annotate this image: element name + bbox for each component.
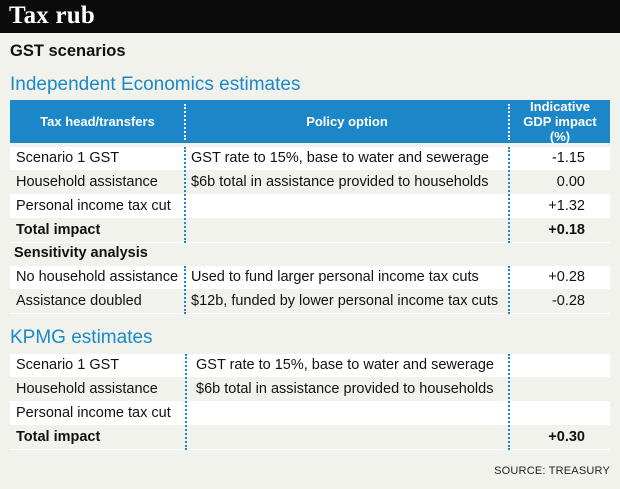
- ie-section-heading: Independent Economics estimates: [10, 74, 301, 95]
- subtitle: GST scenarios: [10, 42, 126, 60]
- row-impact: [515, 354, 585, 377]
- table-row: Household assistance $6b total in assist…: [10, 171, 610, 195]
- row-head: Household assistance: [16, 174, 158, 190]
- page-title: Tax rub: [9, 2, 95, 29]
- title-bar: Tax rub: [0, 0, 620, 33]
- row-policy: $6b total in assistance provided to hous…: [196, 381, 494, 397]
- header-gdp-impact: Indicative GDP impact (%): [523, 99, 597, 144]
- row-policy: GST rate to 15%, base to water and sewer…: [191, 150, 489, 166]
- header-divider: [184, 104, 186, 140]
- table-row: Household assistance $6b total in assist…: [10, 378, 610, 402]
- table-row: Scenario 1 GST GST rate to 15%, base to …: [10, 147, 610, 171]
- row-head: Scenario 1 GST: [16, 150, 120, 166]
- table-row-total: Total impact +0.30: [10, 426, 610, 450]
- table-row: No household assistance Used to fund lar…: [10, 266, 610, 290]
- row-impact: +0.28: [548, 269, 585, 285]
- row-policy: $12b, funded by lower personal income ta…: [191, 293, 499, 309]
- sensitivity-label: Sensitivity analysis: [14, 245, 148, 261]
- table-row-total: Total impact +0.18: [10, 219, 610, 243]
- row-head: Household assistance: [16, 381, 158, 397]
- row-head: Personal income tax cut: [16, 405, 171, 421]
- table-row: Personal income tax cut +1.32: [10, 195, 610, 219]
- row-impact: [515, 378, 585, 401]
- header-divider: [508, 104, 510, 140]
- row-impact: +1.32: [548, 198, 585, 214]
- source-note: SOURCE: TREASURY: [494, 465, 610, 477]
- column-divider: [508, 266, 510, 314]
- row-impact: [515, 402, 585, 425]
- row-impact: +0.30: [548, 429, 585, 445]
- row-impact: +0.18: [548, 222, 585, 238]
- column-divider: [508, 354, 510, 450]
- row-head: Total impact: [16, 222, 101, 238]
- row-policy: $6b total in assistance provided to hous…: [191, 174, 489, 190]
- row-head: Scenario 1 GST: [16, 357, 120, 373]
- kpmg-section-heading: KPMG estimates: [10, 327, 153, 348]
- header-tax-head: Tax head/transfers: [40, 114, 155, 129]
- row-impact: 0.00: [556, 174, 585, 190]
- table-row: Scenario 1 GST GST rate to 15%, base to …: [10, 354, 610, 378]
- row-head: Personal income tax cut: [16, 198, 171, 214]
- column-divider: [508, 147, 510, 243]
- row-head: Assistance doubled: [16, 293, 142, 309]
- row-head: Total impact: [16, 429, 101, 445]
- header-policy-option: Policy option: [306, 114, 388, 129]
- table-row: Assistance doubled $12b, funded by lower…: [10, 290, 610, 314]
- row-impact: -1.15: [551, 150, 585, 166]
- column-divider: [184, 147, 186, 243]
- table-header: Tax head/transfers Policy option Indicat…: [10, 99, 610, 144]
- column-divider: [184, 266, 186, 314]
- row-policy: Used to fund larger personal income tax …: [191, 269, 479, 285]
- row-impact: -0.28: [551, 293, 585, 309]
- table-row: Personal income tax cut: [10, 402, 610, 426]
- column-divider: [185, 354, 187, 450]
- row-head: No household assistance: [16, 269, 179, 285]
- row-policy: GST rate to 15%, base to water and sewer…: [196, 357, 494, 373]
